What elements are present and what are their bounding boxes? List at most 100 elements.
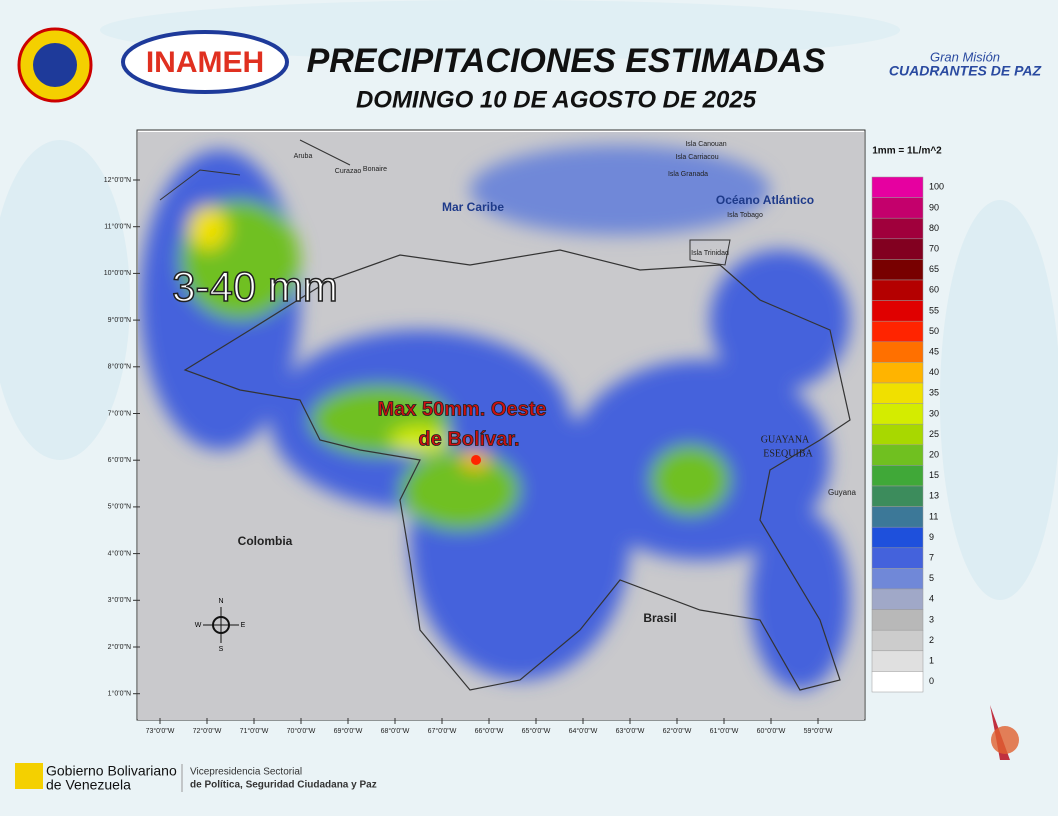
lon-tick-label: 67°0'0"W — [428, 727, 457, 735]
legend-label: 13 — [929, 491, 939, 501]
lon-tick-label: 63°0'0"W — [616, 727, 645, 735]
lon-tick-label: 65°0'0"W — [522, 727, 551, 735]
lat-tick-label: 8°0'0"N — [108, 363, 131, 371]
map-label: ESEQUIBA — [763, 448, 813, 459]
legend-label: 1 — [929, 655, 934, 665]
legend-swatch — [871, 485, 924, 507]
map-label: Isla Canouan — [685, 141, 726, 148]
lon-tick-label: 69°0'0"W — [334, 727, 363, 735]
compass-label: N — [218, 598, 223, 605]
lat-tick-label: 10°0'0"N — [104, 269, 131, 277]
lat-tick-label: 2°0'0"N — [108, 643, 131, 651]
legend-swatch — [871, 362, 924, 384]
map-label: Brasil — [643, 611, 676, 625]
legend-swatch — [871, 506, 924, 528]
legend-label: 55 — [929, 305, 939, 315]
inameh-logo — [121, 30, 289, 94]
compass-label: E — [241, 622, 246, 629]
map-label: Bonaire — [363, 166, 387, 173]
legend-label: 45 — [929, 346, 939, 356]
legend-swatch — [871, 197, 924, 219]
compass-label: S — [219, 646, 224, 653]
lat-tick-label: 7°0'0"N — [108, 409, 131, 417]
legend-swatch — [871, 217, 924, 240]
compass: N S E W — [195, 598, 246, 653]
lon-tick-label: 62°0'0"W — [663, 727, 692, 735]
max-spot — [471, 455, 481, 465]
legend-label: 65 — [929, 264, 939, 274]
map-label: Guyana — [828, 488, 857, 497]
compass-label: W — [195, 622, 202, 629]
legend-label: 35 — [929, 388, 939, 398]
legend-label: 11 — [929, 511, 938, 521]
footer-gov: Gobierno Bolivariano — [46, 763, 177, 779]
legend-swatch — [871, 300, 924, 322]
legend-label: 20 — [929, 449, 939, 459]
inameh-text: INAMEH — [146, 46, 264, 79]
title: PRECIPITACIONES ESTIMADAS — [307, 42, 826, 80]
map-label: Océano Atlántico — [716, 193, 814, 207]
legend-label: 4 — [929, 594, 934, 604]
legend-swatch — [871, 671, 924, 693]
footer-vice: de Política, Seguridad Ciudadana y Paz — [190, 780, 377, 791]
background-texture — [0, 140, 1058, 600]
annotation-range: 3-40 mm — [172, 263, 338, 310]
legend-swatch — [871, 465, 924, 487]
legend-label: 40 — [929, 367, 939, 377]
annotation-max: de Bolívar. — [418, 428, 519, 450]
legend-label: 90 — [929, 202, 939, 212]
legend-swatch — [871, 444, 924, 466]
lon-tick-label: 66°0'0"W — [475, 727, 504, 735]
subtitle: DOMINGO 10 DE AGOSTO DE 2025 — [356, 86, 757, 113]
lat-tick-label: 5°0'0"N — [108, 503, 131, 511]
legend-swatch — [871, 423, 924, 446]
footer-gov: de Venezuela — [46, 777, 131, 793]
map-label: Isla Granada — [668, 171, 708, 178]
logo-badge-inner — [33, 43, 77, 87]
flag-mark — [15, 763, 43, 789]
lat-tick-label: 12°0'0"N — [104, 176, 131, 184]
lon-tick-label: 61°0'0"W — [710, 727, 739, 735]
legend-swatch — [871, 176, 924, 198]
map-label: Isla Tobago — [727, 212, 763, 219]
legend-label: 0 — [929, 676, 934, 686]
lon-tick-label: 64°0'0"W — [569, 727, 598, 735]
legend-title: 1mm = 1L/m^2 — [872, 146, 942, 157]
lon-tick-label: 71°0'0"W — [240, 727, 269, 735]
legend-swatch — [871, 588, 924, 610]
legend-swatch — [871, 568, 924, 590]
cuadrantes-bottom: CUADRANTES DE PAZ — [889, 63, 1042, 79]
legend-label: 2 — [929, 635, 934, 645]
legend-label: 5 — [929, 573, 934, 583]
annotation-max: Max 50mm. Oeste — [378, 398, 547, 420]
map-label: Curazao — [335, 168, 362, 175]
legend-swatch — [871, 629, 924, 652]
lat-tick-label: 1°0'0"N — [108, 690, 131, 698]
map-label: Colombia — [238, 534, 293, 548]
legend-label: 50 — [929, 326, 939, 336]
legend-swatch — [871, 320, 924, 343]
legend-label: 60 — [929, 285, 939, 295]
lat-tick-label: 4°0'0"N — [108, 549, 131, 557]
legend-swatch — [871, 403, 924, 425]
legend-label: 100 — [929, 182, 944, 192]
legend-label: 25 — [929, 429, 939, 439]
legend-swatch — [871, 650, 924, 672]
legend-swatch — [871, 382, 924, 404]
legend-swatch — [871, 238, 924, 260]
lon-tick-label: 60°0'0"W — [757, 727, 786, 735]
legend-swatch — [871, 547, 924, 569]
cuadrantes-top: Gran Misión — [930, 49, 1000, 64]
precip-field — [138, 132, 864, 720]
map-label: Isla Trinidad — [691, 250, 729, 257]
legend-label: 15 — [929, 470, 939, 480]
lat-tick-label: 9°0'0"N — [108, 316, 131, 324]
legend-label: 7 — [929, 552, 934, 562]
footer-vice: Vicepresidencia Sectorial — [190, 767, 302, 778]
legend-label: 3 — [929, 614, 934, 624]
lat-tick-label: 3°0'0"N — [108, 596, 131, 604]
map-label: Aruba — [294, 153, 313, 160]
legend-label: 80 — [929, 223, 939, 233]
lat-tick-label: 6°0'0"N — [108, 456, 131, 464]
lon-tick-label: 59°0'0"W — [804, 727, 833, 735]
